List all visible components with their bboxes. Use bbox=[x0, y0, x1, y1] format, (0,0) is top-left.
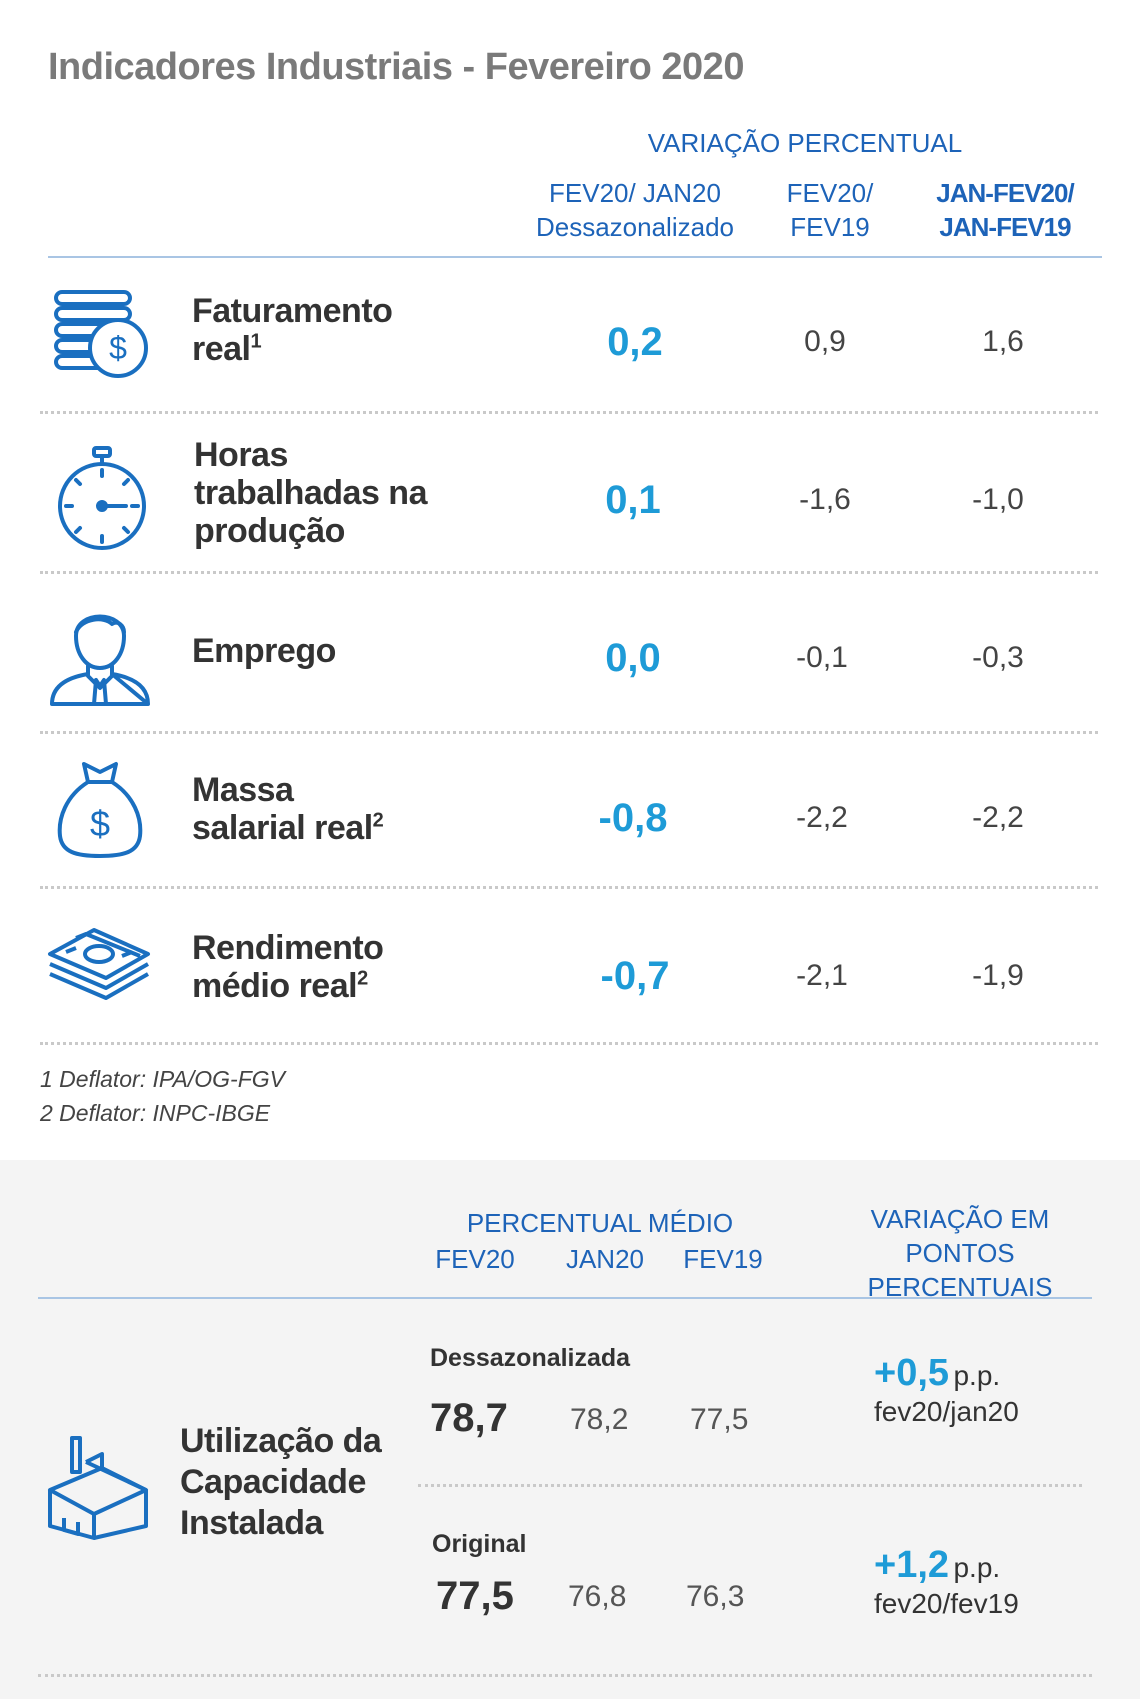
row-label-emprego: Emprego bbox=[192, 632, 336, 670]
factory-icon bbox=[46, 1434, 150, 1540]
footnote-1: 1 Deflator: IPA/OG-FGV bbox=[40, 1066, 285, 1092]
value-horas-acumulado: -1,0 bbox=[972, 483, 1024, 516]
capacity-original-fev19: 76,3 bbox=[686, 1580, 745, 1613]
row-divider bbox=[40, 411, 1098, 414]
value-rendimento-fev20-fev19: -2,1 bbox=[796, 959, 848, 992]
capacity-panel bbox=[0, 1160, 1140, 1699]
value-faturamento-acumulado: 1,6 bbox=[982, 325, 1024, 358]
row-divider bbox=[40, 571, 1098, 574]
row-label-massa-salarial: Massa salarial real2 bbox=[192, 771, 384, 847]
cash-stack-icon bbox=[46, 918, 152, 1004]
row-divider bbox=[40, 731, 1098, 734]
value-horas-fev20-fev19: -1,6 bbox=[799, 483, 851, 516]
page-title: Indicadores Industriais - Fevereiro 2020 bbox=[48, 46, 744, 88]
capacity-original-fev20: 77,5 bbox=[436, 1574, 514, 1618]
header-percentual-medio: PERCENTUAL MÉDIO bbox=[466, 1208, 734, 1238]
value-rendimento-acumulado: -1,9 bbox=[972, 959, 1024, 992]
value-massa-acumulado: -2,2 bbox=[972, 801, 1024, 834]
group-header-variacao: VARIAÇÃO PERCENTUAL bbox=[647, 128, 963, 158]
row-label-rendimento: Rendimento médio real2 bbox=[192, 929, 384, 1005]
capacity-dessaz-jan20: 78,2 bbox=[570, 1403, 629, 1436]
capacity-dessaz-fev19: 77,5 bbox=[690, 1403, 749, 1436]
col-header-fev20: FEV20 bbox=[435, 1244, 515, 1274]
value-emprego-fev20-jan20: 0,0 bbox=[605, 636, 661, 680]
header-divider bbox=[48, 256, 1102, 258]
variation-dessaz: +0,5 p.p. bbox=[874, 1352, 1001, 1394]
col-header-2: FEV20/ FEV19 bbox=[786, 178, 874, 242]
header-variacao-pontos: VARIAÇÃO EM PONTOS PERCENTUAIS bbox=[867, 1204, 1053, 1302]
footnote-2: 2 Deflator: INPC-IBGE bbox=[40, 1100, 271, 1126]
variation-original: +1,2 p.p. bbox=[874, 1544, 1001, 1586]
money-bag-icon: $ bbox=[56, 760, 144, 860]
svg-text:$: $ bbox=[90, 803, 110, 844]
col-header-1: FEV20/ JAN20 Dessazonalizado bbox=[535, 178, 734, 242]
value-faturamento-fev20-jan20: 0,2 bbox=[607, 320, 663, 364]
stopwatch-icon bbox=[54, 446, 150, 552]
variation-dessaz-period: fev20/jan20 bbox=[874, 1396, 1019, 1427]
series-label-original: Original bbox=[432, 1530, 527, 1558]
svg-text:$: $ bbox=[109, 330, 127, 366]
bottom-divider bbox=[38, 1674, 1092, 1677]
row-label-faturamento: Faturamento real1 bbox=[192, 292, 393, 368]
row-divider bbox=[40, 886, 1098, 889]
value-rendimento-fev20-jan20: -0,7 bbox=[600, 954, 670, 998]
row-label-horas: Horas trabalhadas na produção bbox=[194, 436, 427, 550]
series-divider bbox=[418, 1484, 1082, 1487]
capacity-original-jan20: 76,8 bbox=[568, 1580, 627, 1613]
capacity-label: Utilização da Capacidade Instalada bbox=[180, 1422, 382, 1542]
col-header-jan20: JAN20 bbox=[565, 1244, 645, 1274]
capacity-header-divider bbox=[38, 1297, 1092, 1299]
value-horas-fev20-jan20: 0,1 bbox=[605, 478, 661, 522]
employee-icon bbox=[48, 596, 152, 708]
series-label-dessazonalizada: Dessazonalizada bbox=[430, 1344, 631, 1372]
value-faturamento-fev20-fev19: 0,9 bbox=[804, 325, 846, 358]
value-massa-fev20-jan20: -0,8 bbox=[598, 796, 668, 840]
col-header-fev19: FEV19 bbox=[683, 1244, 763, 1274]
coins-stack-icon: $ bbox=[52, 288, 152, 380]
value-emprego-acumulado: -0,3 bbox=[972, 641, 1024, 674]
col-header-3: JAN-FEV20/ JAN-FEV19 bbox=[936, 178, 1074, 242]
row-divider bbox=[40, 1042, 1098, 1045]
value-emprego-fev20-fev19: -0,1 bbox=[796, 641, 848, 674]
value-massa-fev20-fev19: -2,2 bbox=[796, 801, 848, 834]
capacity-dessaz-fev20: 78,7 bbox=[430, 1396, 508, 1440]
variation-original-period: fev20/fev19 bbox=[874, 1588, 1019, 1619]
